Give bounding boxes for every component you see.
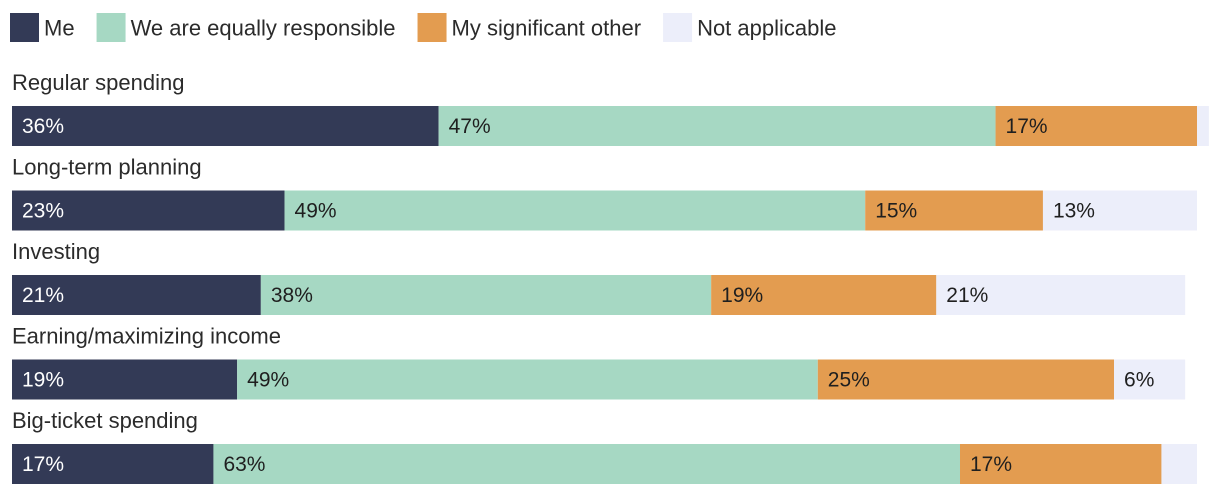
- bar-segment-long-term-planning-not-applicable: [1042, 190, 1197, 231]
- legend-label-my-significant-other: My significant other: [452, 16, 642, 41]
- data-label-regular-spending-my-significant-other: 17%: [1006, 115, 1048, 138]
- bar-segment-long-term-planning-we-are-equally-responsible: [284, 190, 866, 231]
- bar-segment-regular-spending-we-are-equally-responsible: [438, 106, 996, 146]
- bar-row-long-term-planning: Long-term planning 23% 49% 15% 13%: [12, 155, 1197, 231]
- data-label-investing-me: 21%: [22, 284, 64, 307]
- bar-segment-earning-maximizing-income-me: [12, 359, 238, 400]
- data-label-earning-maximizing-income-we-are-equally-responsible: 49%: [247, 369, 289, 392]
- legend: Me We are equally responsible My significa…: [10, 13, 837, 42]
- bar-segment-big-ticket-spending-me: [12, 444, 214, 484]
- bar-row-investing: Investing 21% 38% 19% 21%: [12, 239, 1186, 315]
- legend-swatch-me: [10, 13, 39, 42]
- data-label-long-term-planning-we-are-equally-responsible: 49%: [295, 200, 337, 223]
- category-label-investing: Investing: [12, 239, 100, 264]
- bar-segment-long-term-planning-me: [12, 190, 285, 231]
- data-label-investing-we-are-equally-responsible: 38%: [271, 284, 313, 307]
- bar-segment-long-term-planning-my-significant-other: [865, 190, 1043, 231]
- data-label-big-ticket-spending-we-are-equally-responsible: 63%: [223, 453, 265, 476]
- data-label-long-term-planning-me: 23%: [22, 200, 64, 223]
- legend-label-we-are-equally-responsible: We are equally responsible: [131, 16, 396, 41]
- bar-segment-investing-my-significant-other: [711, 275, 937, 315]
- bar-segment-investing-we-are-equally-responsible: [260, 275, 712, 315]
- data-label-investing-my-significant-other: 19%: [721, 284, 763, 307]
- category-label-long-term-planning: Long-term planning: [12, 155, 202, 180]
- data-label-regular-spending-me: 36%: [22, 115, 64, 138]
- bar-row-big-ticket-spending: Big-ticket spending 17% 63% 17%: [12, 408, 1197, 484]
- legend-swatch-my-significant-other: [417, 13, 447, 42]
- data-label-long-term-planning-my-significant-other: 15%: [875, 200, 917, 223]
- legend-swatch-we-are-equally-responsible: [96, 13, 126, 42]
- bar-row-earning-maximizing-income: Earning/maximizing income 19% 49% 25% 6%: [12, 324, 1186, 400]
- bar-segment-regular-spending-my-significant-other: [995, 106, 1197, 146]
- bar-row-regular-spending: Regular spending 36% 47% 17%: [12, 70, 1209, 146]
- data-label-long-term-planning-not-applicable: 13%: [1053, 200, 1095, 223]
- category-label-earning-maximizing-income: Earning/maximizing income: [12, 324, 281, 349]
- bar-segment-earning-maximizing-income-we-are-equally-responsible: [237, 359, 818, 400]
- data-label-big-ticket-spending-my-significant-other: 17%: [970, 453, 1012, 476]
- bar-segment-big-ticket-spending-we-are-equally-responsible: [213, 444, 960, 484]
- category-label-regular-spending: Regular spending: [12, 70, 184, 95]
- category-label-big-ticket-spending: Big-ticket spending: [12, 408, 198, 433]
- legend-swatch-not-applicable: [663, 13, 693, 42]
- data-label-big-ticket-spending-me: 17%: [22, 453, 64, 476]
- bar-segment-investing-me: [12, 275, 261, 315]
- legend-label-not-applicable: Not applicable: [697, 16, 836, 41]
- bar-segment-regular-spending-me: [12, 106, 439, 146]
- data-label-earning-maximizing-income-not-applicable: 6%: [1124, 369, 1154, 392]
- data-label-investing-not-applicable: 21%: [946, 284, 988, 307]
- bar-segment-big-ticket-spending-not-applicable: [1161, 444, 1197, 484]
- bar-segment-earning-maximizing-income-my-significant-other: [817, 359, 1115, 400]
- bar-segment-big-ticket-spending-my-significant-other: [960, 444, 1162, 484]
- data-label-earning-maximizing-income-me: 19%: [22, 369, 64, 392]
- bar-segment-investing-not-applicable: [936, 275, 1186, 315]
- bar-segment-earning-maximizing-income-not-applicable: [1114, 359, 1186, 400]
- data-label-earning-maximizing-income-my-significant-other: 25%: [828, 369, 870, 392]
- legend-label-me: Me: [44, 16, 75, 41]
- bar-segment-regular-spending-not-applicable: [1197, 106, 1209, 146]
- data-label-regular-spending-we-are-equally-responsible: 47%: [449, 115, 491, 138]
- bar-rows: Regular spending 36% 47% 17% Long-term plann…: [12, 70, 1209, 484]
